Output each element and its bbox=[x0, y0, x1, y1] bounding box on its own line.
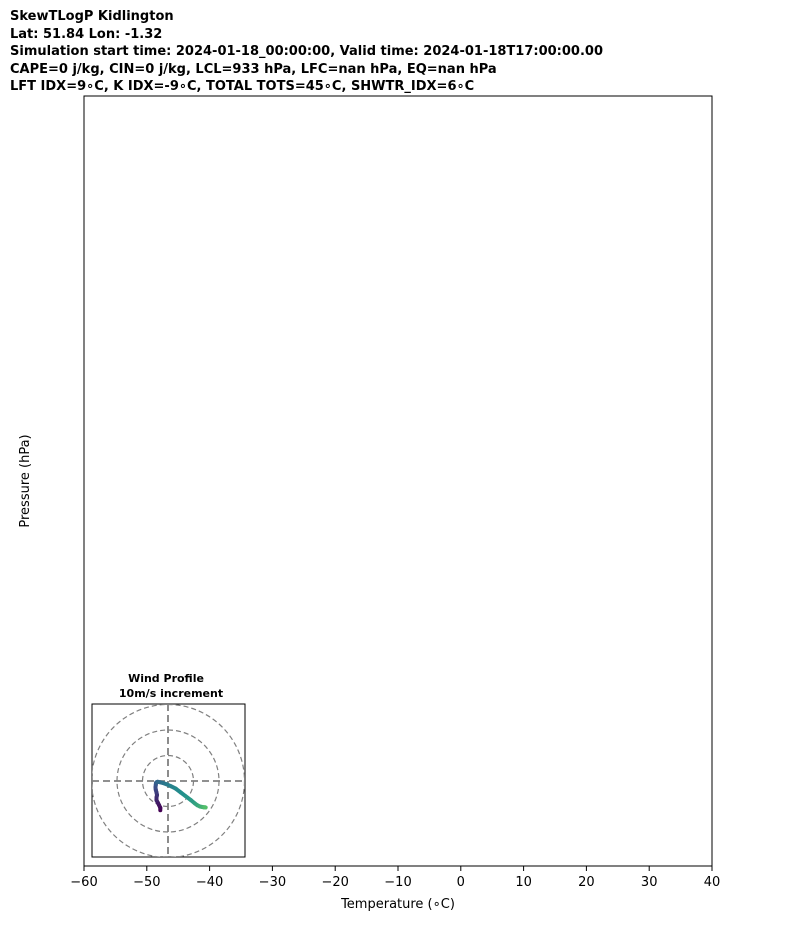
chart-title: SkewTLogP Kidlington bbox=[10, 9, 174, 24]
stability-line: CAPE=0 j/kg, CIN=0 j/kg, LCL=933 hPa, LF… bbox=[10, 61, 497, 77]
location-line: Lat: 51.84 Lon: -1.32 bbox=[10, 26, 163, 42]
hodograph-ring bbox=[92, 704, 245, 857]
x-tick-label: −20 bbox=[321, 875, 348, 890]
hodograph-subtitle: 10m/s increment bbox=[119, 687, 223, 700]
x-tick-label: 40 bbox=[704, 875, 721, 890]
x-tick-label: −50 bbox=[133, 875, 160, 890]
x-tick-label: 30 bbox=[641, 875, 658, 890]
index-line: LFT IDX=9∘C, K IDX=-9∘C, TOTAL TOTS=45∘C… bbox=[10, 79, 475, 94]
hodograph-title: Wind Profile bbox=[128, 672, 204, 685]
x-tick-label: 0 bbox=[457, 875, 465, 890]
y-axis-label: Pressure (hPa) bbox=[18, 434, 33, 527]
x-tick-label: −10 bbox=[384, 875, 411, 890]
hodograph: Wind Profile 10m/s increment bbox=[91, 672, 246, 858]
hodograph-plot bbox=[92, 704, 245, 857]
x-tick-label: −40 bbox=[196, 875, 223, 890]
x-axis: −60 −50 −40 −30 −20 −10 0 10 20 30 40 bbox=[70, 866, 720, 890]
time-line: Simulation start time: 2024-01-18_00:00:… bbox=[10, 44, 603, 59]
x-tick-label: −30 bbox=[259, 875, 286, 890]
x-axis-label: Temperature (∘C) bbox=[340, 897, 455, 912]
x-tick-label: 10 bbox=[515, 875, 532, 890]
chart-header: SkewTLogP Kidlington Lat: 51.84 Lon: -1.… bbox=[10, 8, 603, 96]
x-tick-label: −60 bbox=[70, 875, 97, 890]
x-tick-label: 20 bbox=[578, 875, 595, 890]
